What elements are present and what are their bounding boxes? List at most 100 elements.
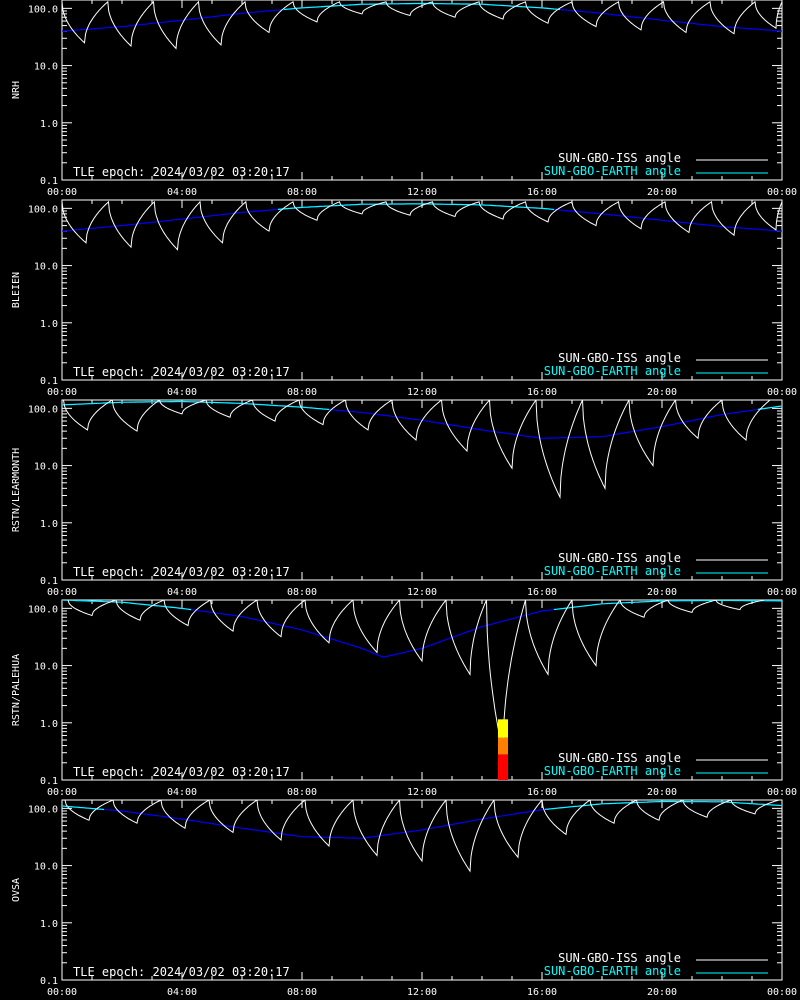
panel-rstn-palehua: 0.1 1.0 10.0 100.0 00:00 04:00 08:00 12:00 16:00… — [11, 599, 797, 798]
event-bar — [498, 719, 508, 738]
plot-area — [62, 400, 782, 500]
y-axis-label: RSTN/PALEHUA — [11, 654, 22, 726]
event-bar — [498, 754, 508, 780]
y-tick-label: 0.1 — [40, 376, 58, 387]
x-tick-label: 00:00 — [767, 187, 797, 198]
panel-rstn-learmonth: 0.1 1.0 10.0 100.0 00:00 04:00 08:00 12:00 16:00… — [11, 399, 797, 598]
legend-earth-label: SUN-GBO-EARTH angle — [544, 364, 681, 378]
earth-angle-line-high — [277, 203, 555, 211]
x-tick-label: 00:00 — [47, 387, 77, 398]
y-axis-label: OVSA — [11, 878, 22, 902]
x-tick-label: 16:00 — [527, 587, 557, 598]
iss-angle-line — [64, 800, 780, 873]
epoch-label: TLE epoch: 2024/03/02 03:20:17 — [73, 165, 290, 179]
x-tick-label: 16:00 — [527, 987, 557, 998]
x-tick-label: 12:00 — [407, 587, 437, 598]
y-tick-label: 0.1 — [40, 776, 58, 787]
x-tick-label: 04:00 — [167, 387, 197, 398]
iss-angle-line — [62, 200, 782, 251]
y-tick-label: 100.0 — [28, 204, 58, 215]
y-tick-label: 0.1 — [40, 176, 58, 187]
y-tick-label: 1.0 — [40, 919, 58, 930]
y-tick-label: 1.0 — [40, 119, 58, 130]
x-tick-label: 00:00 — [47, 587, 77, 598]
x-tick-label: 16:00 — [527, 387, 557, 398]
panel-nrh: 0.1 1.0 10.0 100.0 00:00 04:00 08:00 12:00 16:00… — [11, 0, 797, 198]
iss-angle-line — [67, 600, 765, 753]
legend-iss-label: SUN-GBO-ISS angle — [558, 951, 681, 965]
x-tick-label: 20:00 — [647, 587, 677, 598]
x-tick-label: 00:00 — [47, 987, 77, 998]
epoch-label: TLE epoch: 2024/03/02 03:20:17 — [73, 965, 290, 979]
epoch-label: TLE epoch: 2024/03/02 03:20:17 — [73, 565, 290, 579]
plot-frame — [61, 799, 783, 981]
y-tick-label: 1.0 — [40, 519, 58, 530]
x-tick-label: 08:00 — [287, 987, 317, 998]
x-tick-label: 16:00 — [527, 787, 557, 798]
x-tick-label: 00:00 — [47, 187, 77, 198]
earth-angle-line-high — [544, 800, 782, 810]
x-tick-label: 08:00 — [287, 787, 317, 798]
legend-iss-label: SUN-GBO-ISS angle — [558, 151, 681, 165]
plot-frame — [61, 399, 783, 581]
y-axis-label: RSTN/LEARMONTH — [11, 448, 22, 532]
earth-angle-line-high — [553, 600, 782, 611]
y-tick-label: 10.0 — [34, 62, 58, 73]
plot-frame — [61, 599, 783, 781]
y-tick-label: 10.0 — [34, 262, 58, 273]
x-tick-label: 04:00 — [167, 187, 197, 198]
x-tick-label: 04:00 — [167, 787, 197, 798]
x-tick-label: 16:00 — [527, 187, 557, 198]
legend-earth-label: SUN-GBO-EARTH angle — [544, 764, 681, 778]
y-tick-label: 10.0 — [34, 862, 58, 873]
x-tick-label: 00:00 — [767, 787, 797, 798]
x-tick-label: 00:00 — [47, 787, 77, 798]
y-tick-label: 10.0 — [34, 462, 58, 473]
earth-angle-line-high — [62, 600, 192, 611]
plot-area — [62, 800, 782, 873]
x-tick-label: 00:00 — [767, 987, 797, 998]
x-tick-label: 20:00 — [647, 187, 677, 198]
x-tick-label: 20:00 — [647, 387, 677, 398]
legend-iss-label: SUN-GBO-ISS angle — [558, 551, 681, 565]
plot-area — [62, 200, 782, 251]
x-tick-label: 12:00 — [407, 787, 437, 798]
x-tick-label: 08:00 — [287, 387, 317, 398]
y-tick-label: 100.0 — [28, 604, 58, 615]
y-tick-label: 100.0 — [28, 404, 58, 415]
iss-angle-line — [62, 0, 782, 50]
earth-angle-line — [62, 600, 782, 658]
x-tick-label: 20:00 — [647, 787, 677, 798]
legend-iss-label: SUN-GBO-ISS angle — [558, 751, 681, 765]
panel-bleien: 0.1 1.0 10.0 100.0 00:00 04:00 08:00 12:00 16:00… — [11, 199, 797, 398]
panel-ovsa: 0.1 1.0 10.0 100.0 00:00 04:00 08:00 12:00 16:00… — [11, 799, 797, 998]
y-tick-label: 0.1 — [40, 576, 58, 587]
x-tick-label: 04:00 — [167, 587, 197, 598]
plot-area — [62, 600, 782, 780]
event-bar — [498, 737, 508, 755]
x-tick-label: 00:00 — [767, 387, 797, 398]
legend-earth-label: SUN-GBO-EARTH angle — [544, 564, 681, 578]
plot-frame — [61, 0, 783, 181]
y-tick-label: 1.0 — [40, 719, 58, 730]
x-tick-label: 20:00 — [647, 987, 677, 998]
x-tick-label: 08:00 — [287, 587, 317, 598]
y-tick-label: 1.0 — [40, 319, 58, 330]
earth-angle-line-high — [62, 400, 330, 411]
y-tick-label: 100.0 — [28, 804, 58, 815]
epoch-label: TLE epoch: 2024/03/02 03:20:17 — [73, 365, 290, 379]
x-tick-label: 08:00 — [287, 187, 317, 198]
legend-iss-label: SUN-GBO-ISS angle — [558, 351, 681, 365]
x-tick-label: 12:00 — [407, 987, 437, 998]
y-axis-label: NRH — [11, 81, 22, 99]
epoch-label: TLE epoch: 2024/03/02 03:20:17 — [73, 765, 290, 779]
legend-earth-label: SUN-GBO-EARTH angle — [544, 964, 681, 978]
iss-angle-line — [63, 400, 771, 500]
x-tick-label: 12:00 — [407, 387, 437, 398]
plot-area — [62, 0, 782, 50]
x-tick-label: 00:00 — [767, 587, 797, 598]
earth-angle-line-high — [757, 405, 782, 410]
y-tick-label: 0.1 — [40, 976, 58, 987]
y-tick-label: 100.0 — [28, 4, 58, 15]
